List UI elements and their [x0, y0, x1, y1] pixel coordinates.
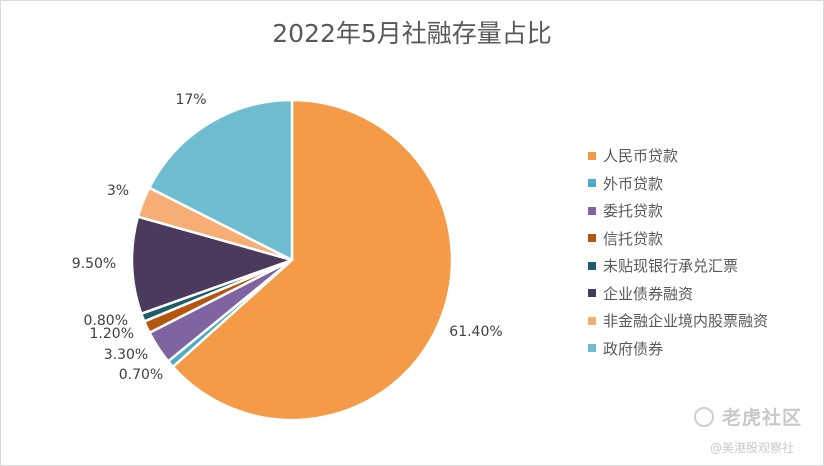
pie-slice-6	[130, 215, 294, 315]
data-label-6: 9.50%	[72, 256, 116, 272]
legend-item-7: 非金融企业境内股票融资	[588, 307, 768, 335]
legend-item-3: 委托贷款	[588, 197, 768, 225]
data-label-4: 1.20%	[90, 326, 134, 342]
legend-label: 非金融企业境内股票融资	[603, 312, 769, 331]
legend-label: 委托贷款	[603, 202, 664, 221]
watermark-handle: @美港股观察社	[710, 441, 795, 455]
legend-label: 人民币贷款	[603, 147, 679, 166]
legend-label: 未贴现银行承兑汇票	[603, 257, 739, 276]
data-label-1: 61.40%	[449, 324, 502, 340]
pie-slice-8	[147, 98, 294, 262]
chart-legend: 人民币贷款外币贷款委托贷款信托贷款未贴现银行承兑汇票 企业债券融资非金融企业境内股…	[588, 142, 768, 362]
data-label-2: 0.70%	[119, 367, 163, 383]
legend-swatch	[588, 261, 596, 270]
legend-item-8: 政府债券	[588, 335, 768, 363]
legend-swatch	[588, 344, 596, 353]
watermark-brand: 老虎社区	[722, 407, 803, 429]
pie-slice-1	[171, 98, 454, 422]
legend-label: 外币贷款	[603, 174, 664, 193]
legend-label: 信托贷款	[603, 229, 664, 248]
chart-title: 2022年5月社融存量占比	[272, 19, 552, 48]
tiger-logo-icon	[694, 406, 714, 427]
legend-label: 企业债券融资	[603, 284, 694, 303]
legend-item-1: 人民币贷款	[588, 142, 768, 170]
legend-swatch	[588, 234, 596, 243]
legend-label: 政府债券	[603, 339, 664, 358]
data-label-8: 17%	[175, 92, 206, 108]
legend-swatch	[588, 179, 596, 188]
data-label-5: 0.80%	[84, 313, 128, 329]
watermark-logo: 老虎社区	[694, 403, 802, 430]
legend-swatch	[588, 316, 596, 325]
data-label-7: 3%	[107, 183, 129, 199]
data-label-3: 3.30%	[104, 347, 148, 363]
legend-item-6: 企业债券融资	[588, 280, 768, 308]
legend-swatch	[588, 151, 596, 160]
legend-swatch	[588, 206, 596, 215]
legend-item-2: 外币贷款	[588, 170, 768, 198]
legend-swatch	[588, 289, 596, 298]
legend-item-5: 未贴现银行承兑汇票	[588, 252, 768, 280]
watermark: 老虎社区 @美港股观察社	[694, 403, 802, 456]
legend-item-4: 信托贷款	[588, 225, 768, 253]
